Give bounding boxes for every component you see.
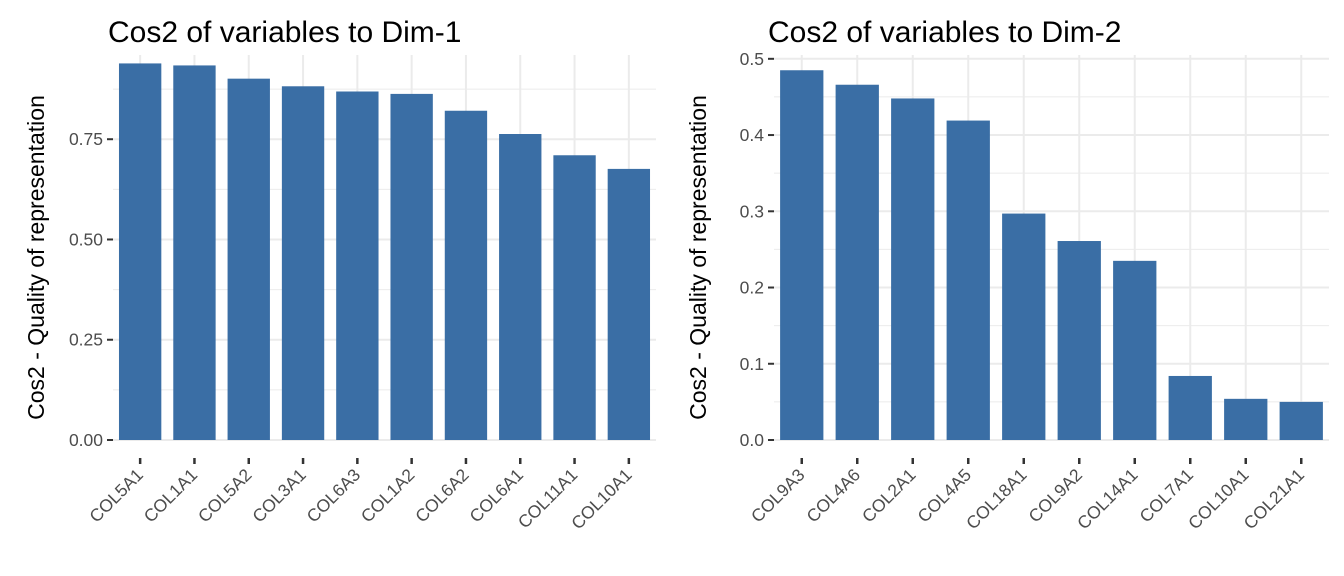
y-tick-label: 0.4 xyxy=(740,125,765,145)
x-tick-label: COL5A1 xyxy=(85,465,147,527)
bar-col4a5 xyxy=(946,120,990,440)
bar-col4a6 xyxy=(835,84,879,441)
bar-col10a1 xyxy=(1224,398,1268,440)
y-tick-label: 0.25 xyxy=(69,330,103,350)
chart-panel-dim1: 0.00 0.25 0.50 0.75 COL5A1 COL1A1 COL5A2 COL3A1… xyxy=(23,16,656,533)
bar-col2a1 xyxy=(891,98,935,440)
bar-col6a3 xyxy=(336,91,379,441)
x-tick-label: COL14A1 xyxy=(1073,465,1141,533)
bar-col6a2 xyxy=(444,110,488,441)
bar-col9a2 xyxy=(1057,241,1101,440)
bar-col3a1 xyxy=(281,86,325,440)
y-tick-label: 0.3 xyxy=(740,201,764,221)
chart-panel-dim2: 0.0 0.1 0.2 0.3 0.4 0.5 COL9A3 COL4A6 COL2A1 COL4… xyxy=(672,0,1344,576)
y-tick-label: 0.1 xyxy=(740,354,764,374)
bar-col6a1 xyxy=(499,134,542,441)
chart-dim2-svg: 0.00.10.20.30.40.5COL9A3COL4A6COL2A1COL4… xyxy=(685,16,1329,533)
bar-col18a1 xyxy=(1002,213,1046,440)
bar-col5a1 xyxy=(118,63,162,440)
bar-col1a1 xyxy=(173,65,216,440)
bar-col7a1 xyxy=(1168,375,1212,440)
x-tick-label: COL1A1 xyxy=(140,465,202,527)
y-tick-label: 0.2 xyxy=(740,278,764,298)
x-tick-label: COL18A1 xyxy=(962,465,1030,533)
x-tick-label: COL2A1 xyxy=(858,465,920,527)
x-tick-label: COL6A3 xyxy=(303,465,365,527)
y-tick-label: 0.0 xyxy=(740,430,765,450)
x-tick-label: COL6A2 xyxy=(411,465,473,527)
y-axis-label: Cos2 - Quality of representation xyxy=(685,95,711,420)
y-tick-label: 0.75 xyxy=(69,129,103,149)
chart-dim1-svg: 0.00 0.25 0.50 0.75 COL5A1COL1A1COL5A2COL3A1… xyxy=(23,16,656,533)
x-tick-label: COL9A3 xyxy=(747,465,809,527)
bar-col5a2 xyxy=(227,78,270,440)
x-tick-label: COL4A6 xyxy=(802,465,864,527)
bar-col14a1 xyxy=(1113,260,1157,440)
x-tick-label: COL3A1 xyxy=(248,465,310,527)
bar-col9a3 xyxy=(780,70,824,440)
bar-col21a1 xyxy=(1279,401,1323,440)
x-tick-label: COL5A2 xyxy=(194,465,256,527)
x-tick-label: COL1A2 xyxy=(357,465,419,527)
y-tick-label: 0.50 xyxy=(69,229,103,249)
bar-col1a2 xyxy=(390,93,433,441)
bar-col11a1 xyxy=(553,155,596,440)
y-tick-label: 0.5 xyxy=(740,49,764,69)
chart-title: Cos2 of variables to Dim-2 xyxy=(768,16,1121,49)
y-axis-label: Cos2 - Quality of representation xyxy=(23,95,49,420)
y-tick-label: 0.00 xyxy=(69,430,103,450)
x-tick-label: COL21A1 xyxy=(1240,465,1308,533)
bar-col10a1 xyxy=(607,168,651,441)
chart-title: Cos2 of variables to Dim-1 xyxy=(108,16,461,49)
